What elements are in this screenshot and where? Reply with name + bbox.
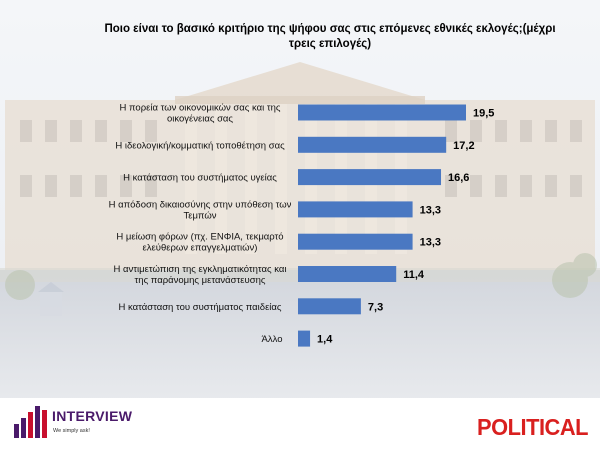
bar-value-label-3: 16,6	[448, 172, 469, 184]
category-label-5: Η μείωση φόρων (πχ. ΕΝΦΙΑ, τεκμαρτό ελεύθ…	[116, 232, 283, 254]
bar-value-label-2: 17,2	[453, 140, 474, 152]
bar-value-label-4: 13,3	[420, 204, 441, 216]
bar-5	[298, 233, 413, 250]
category-label-1: Η πορεία των οικονομικών σας και της οικο…	[120, 103, 281, 125]
interview-tagline: We simply ask!	[53, 428, 90, 434]
bar-8	[298, 330, 311, 347]
category-label-8: Άλλο	[262, 334, 283, 345]
interview-brand-name: INTERVIEW	[52, 408, 133, 424]
category-label-4: Η απόδοση δικαιοσύνης στην υπόθεση των Τε…	[109, 199, 292, 221]
chart-title-line-2: τρεις επιλογές)	[288, 38, 372, 50]
bar-value-label-8: 1,4	[317, 334, 333, 346]
bar-6	[298, 266, 397, 282]
bar-value-label-5: 13,3	[420, 237, 441, 249]
chart-title-line-1: Ποιο είναι το βασικό κριτήριο της ψήφου …	[104, 23, 556, 35]
category-label-3: Η κατάσταση του συστήματος υγείας	[123, 173, 277, 184]
bar-1	[298, 104, 466, 121]
category-label-2: Η ιδεολογική/κομματική τοποθέτηση σας	[115, 140, 285, 151]
bar-3	[298, 169, 442, 186]
bar-value-label-7: 7,3	[368, 301, 383, 313]
bar-2	[298, 136, 447, 153]
bar-value-label-6: 11,4	[403, 269, 425, 281]
category-label-7: Η κατάσταση του συστήματος παιδείας	[118, 302, 281, 313]
bar-value-label-1: 19,5	[473, 108, 494, 120]
political-logo: POLITICAL	[477, 414, 589, 440]
interview-logo-icon	[14, 406, 47, 438]
bar-7	[298, 298, 361, 315]
bar-4	[298, 201, 413, 218]
category-label-6: Η αντιμετώπιση της εγκληματικότητας και τ…	[114, 264, 287, 286]
bar-chart: 19,5 Η πορεία των οικονομικών σας και της…	[109, 103, 494, 347]
